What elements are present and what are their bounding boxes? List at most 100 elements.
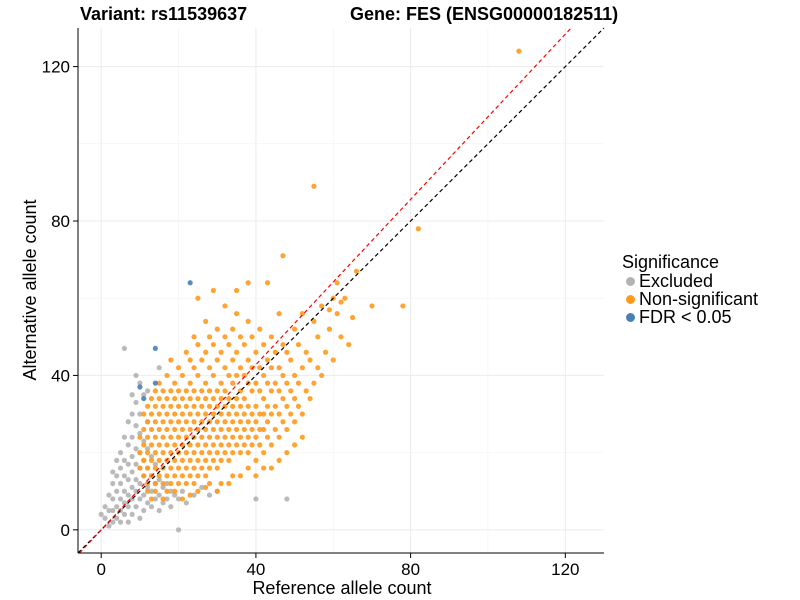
point-non-significant [230,434,236,440]
point-non-significant [183,480,189,487]
point-non-significant [276,434,282,440]
legend-item-fdr: FDR < 0.05 [622,306,758,327]
point-non-significant [233,287,240,294]
point-non-significant [303,388,309,394]
point-non-significant [249,365,255,371]
point-non-significant [195,372,201,379]
point-non-significant [152,480,158,487]
point-excluded [156,492,162,498]
point-non-significant [226,442,232,448]
point-non-significant [276,311,282,317]
point-excluded [137,430,143,436]
point-non-significant [268,334,274,340]
point-non-significant [187,473,193,479]
point-non-significant [164,473,170,479]
point-non-significant [276,365,282,371]
point-non-significant [291,419,298,425]
point-non-significant [191,334,197,340]
point-non-significant [230,419,236,425]
point-non-significant [183,465,189,471]
point-non-significant [245,318,251,324]
point-excluded [110,507,116,514]
point-non-significant [148,442,155,448]
point-non-significant [206,365,213,371]
point-non-significant [315,365,321,371]
point-non-significant [179,372,186,379]
point-non-significant [172,411,178,417]
point-non-significant [175,388,182,394]
point-excluded [121,473,128,479]
point-non-significant [210,457,216,463]
point-non-significant [319,372,325,379]
point-non-significant [183,403,189,409]
point-non-significant [284,450,290,456]
point-non-significant [245,434,251,440]
point-non-significant [156,457,162,463]
point-non-significant [187,357,193,363]
point-non-significant [280,395,286,402]
point-non-significant [210,395,216,402]
point-non-significant [183,450,189,456]
point-non-significant [326,326,332,332]
legend-label-fdr: FDR < 0.05 [639,306,732,327]
point-excluded [121,457,128,463]
point-non-significant [268,465,274,471]
point-non-significant [272,380,278,386]
point-non-significant [183,349,189,355]
point-excluded [168,488,174,494]
point-non-significant [233,442,240,448]
point-non-significant [326,307,332,313]
point-non-significant [183,419,189,425]
point-non-significant [253,380,259,386]
point-non-significant [203,426,209,433]
point-non-significant [261,341,267,348]
point-non-significant [179,496,186,502]
point-non-significant [172,442,178,448]
point-non-significant [168,419,174,425]
reference-lines [77,27,605,554]
point-non-significant [226,426,232,433]
point-non-significant [334,280,340,286]
point-non-significant [214,434,220,440]
point-non-significant [175,419,182,425]
point-excluded [133,488,139,494]
point-non-significant [261,450,267,456]
y-tick-label: 0 [61,521,70,540]
point-excluded [156,477,162,483]
point-excluded [168,504,174,510]
point-non-significant [299,411,305,417]
point-excluded [284,496,290,502]
point-non-significant [311,380,317,386]
point-non-significant [284,349,290,355]
point-excluded [141,492,147,498]
point-non-significant [210,341,216,348]
point-non-significant [145,403,151,409]
point-non-significant [214,357,220,363]
point-non-significant [156,411,162,417]
point-excluded [125,477,131,483]
point-excluded [117,465,124,471]
point-non-significant [253,419,259,425]
legend-swatch-fdr [626,312,635,322]
point-non-significant [206,434,213,440]
point-non-significant [241,426,247,433]
point-non-significant [249,442,255,448]
point-non-significant [175,365,182,371]
point-excluded [145,484,151,490]
point-non-significant [280,419,286,425]
point-non-significant [145,450,151,456]
point-non-significant [276,457,282,463]
point-non-significant [272,349,278,355]
point-excluded [156,365,162,371]
point-non-significant [148,426,155,433]
point-fdr-0-05 [141,395,147,402]
point-excluded [179,488,186,494]
point-fdr-0-05 [152,380,158,386]
point-excluded [125,504,131,510]
point-excluded [148,504,155,510]
point-non-significant [245,280,251,286]
point-non-significant [156,395,162,402]
point-non-significant [183,388,189,394]
point-non-significant [152,388,158,394]
point-excluded [129,511,135,517]
